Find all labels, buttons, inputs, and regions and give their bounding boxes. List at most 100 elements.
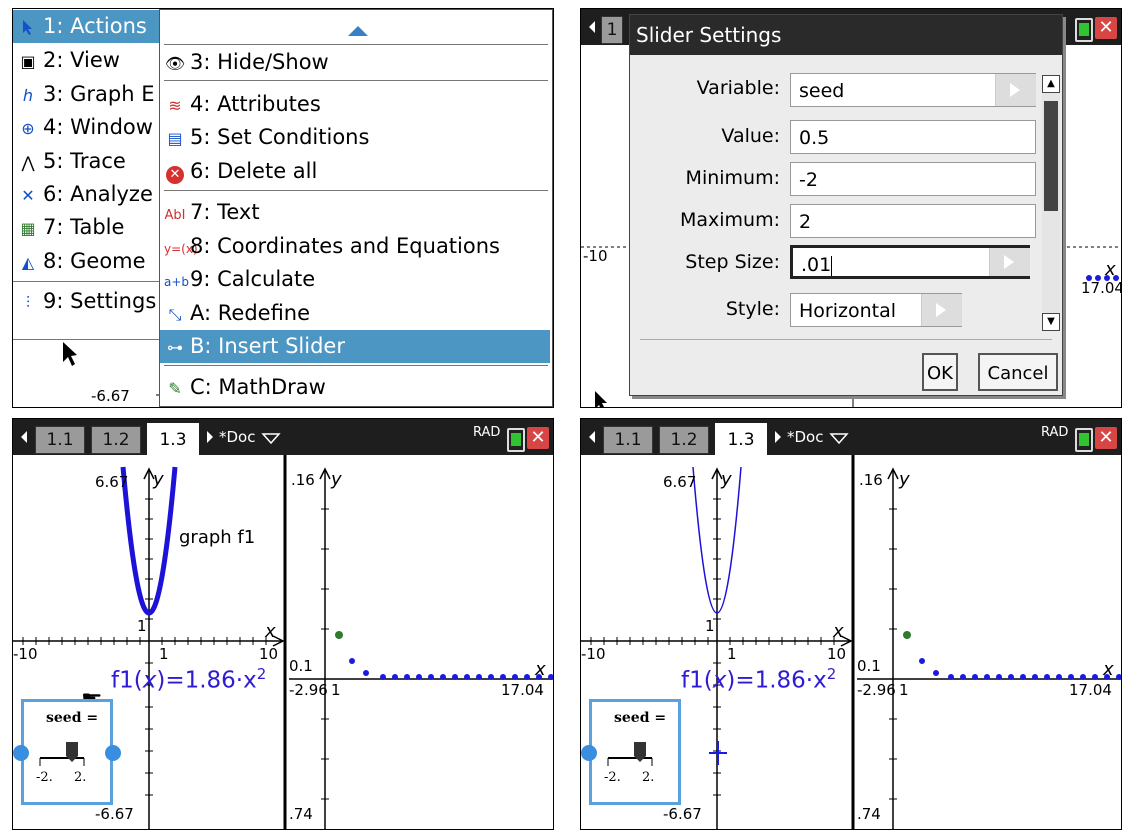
menu-separator bbox=[13, 281, 161, 282]
tab-left-arrow-icon[interactable] bbox=[13, 419, 35, 455]
battery-icon bbox=[1075, 18, 1093, 42]
doc-name[interactable]: *Doc bbox=[219, 428, 256, 446]
redefine-icon: ⤡ bbox=[168, 305, 182, 324]
right-y-min-label: .74 bbox=[289, 805, 313, 823]
value-field[interactable]: 0.5 bbox=[790, 120, 1036, 154]
graph-label: graph f1 bbox=[179, 527, 256, 548]
menu-item-set-conditions[interactable]: ▤ 5: Set Conditions bbox=[160, 121, 369, 154]
value-label: Value: bbox=[721, 125, 780, 147]
close-icon[interactable]: ✕ bbox=[527, 427, 549, 449]
analyze-icon: ✕ bbox=[21, 186, 35, 205]
scroll-up-arrow-icon[interactable]: ▲ bbox=[1042, 75, 1060, 93]
slider-resize-handle-left[interactable] bbox=[581, 745, 597, 761]
tab-right-arrow-icon[interactable] bbox=[581, 419, 791, 455]
style-select[interactable]: Horizontal bbox=[790, 293, 962, 327]
pointer-icon bbox=[17, 11, 39, 44]
dialog-scrollbar[interactable]: ▲ ▼ bbox=[1042, 75, 1060, 331]
close-icon[interactable]: ✕ bbox=[1095, 17, 1117, 39]
x-axis-label: x bbox=[265, 621, 276, 642]
close-icon[interactable]: ✕ bbox=[1095, 427, 1117, 449]
tab-1-2[interactable]: 1.2 bbox=[91, 426, 141, 454]
menu-item-graph-entry[interactable]: ℎ 3: Graph E bbox=[13, 78, 155, 111]
style-dropdown-button[interactable] bbox=[921, 294, 962, 326]
seed-slider[interactable]: seed = -2. 2. bbox=[589, 699, 681, 805]
right-x-max-label: 17.04 bbox=[1069, 681, 1112, 699]
menu-item-view[interactable]: ▣ 2: View bbox=[13, 44, 120, 77]
seed-slider[interactable]: seed = -2. 2. bbox=[21, 699, 113, 805]
menu-item-coordinates[interactable]: y=(x)8: Coordinates and Equations bbox=[160, 230, 500, 263]
menu-item-settings[interactable]: ⫶ 9: Settings bbox=[13, 285, 156, 318]
menu-item-table[interactable]: ▦ 7: Table bbox=[13, 211, 124, 244]
slider-resize-handle-right[interactable] bbox=[105, 745, 121, 761]
step-size-field[interactable]: .01 bbox=[790, 245, 1030, 279]
tab-left-arrow-icon[interactable] bbox=[581, 419, 603, 455]
x-min-label: -10 bbox=[13, 645, 38, 663]
menu-item-calculate[interactable]: a+b9: Calculate bbox=[160, 263, 315, 296]
tab-1-2[interactable]: 1.2 bbox=[659, 426, 709, 454]
graph-left-canvas bbox=[581, 455, 1121, 829]
graph-left-canvas bbox=[13, 455, 553, 829]
step-size-label: Step Size: bbox=[685, 251, 780, 273]
menu-item-actions[interactable]: 1: Actions bbox=[13, 10, 159, 43]
doc-dropdown-icon[interactable] bbox=[13, 419, 313, 455]
tab-1[interactable]: 1 bbox=[601, 16, 623, 44]
menu-item-trace[interactable]: ⋀ 5: Trace bbox=[13, 145, 125, 178]
function-label[interactable]: f1(x)=1.86·x2 bbox=[681, 665, 837, 694]
tab-left-arrow-icon[interactable] bbox=[581, 9, 621, 45]
text-caret bbox=[831, 255, 833, 276]
menu-item-geometry[interactable]: ◭ 8: Geome bbox=[13, 245, 146, 278]
menu-item-hide-show[interactable]: 👁 3: Hide/Show bbox=[160, 46, 329, 79]
tab-1-3[interactable]: 1.3 bbox=[715, 423, 767, 457]
menu-item-window[interactable]: ⊕ 4: Window bbox=[13, 111, 153, 144]
text-icon: AbI bbox=[164, 208, 186, 223]
panel-graphs-1: 1.1 1.2 1.3 *Doc RAD ✕ bbox=[12, 418, 554, 830]
maximum-field[interactable]: 2 bbox=[790, 204, 1036, 238]
actions-submenu: 👁 3: Hide/Show ≋ 4: Attributes ▤ 5: Set Con… bbox=[159, 9, 553, 407]
cancel-button[interactable]: Cancel bbox=[978, 353, 1058, 391]
y-min-label: -6.67 bbox=[95, 805, 134, 823]
menu-item-attributes[interactable]: ≋ 4: Attributes bbox=[160, 88, 320, 121]
doc-name[interactable]: *Doc bbox=[787, 428, 824, 446]
tab-right-arrow-icon[interactable] bbox=[13, 419, 223, 455]
conditions-icon: ▤ bbox=[167, 129, 183, 148]
right-x-min-label: -2.96 bbox=[857, 681, 896, 699]
menu-item-text[interactable]: AbI 7: Text bbox=[160, 196, 260, 229]
mathdraw-icon: ✎ bbox=[168, 379, 182, 398]
eye-icon: 👁 bbox=[164, 54, 186, 73]
tab-1-1[interactable]: 1.1 bbox=[35, 426, 85, 454]
doc-dropdown-icon[interactable] bbox=[581, 419, 881, 455]
window-zoom-icon: ⊕ bbox=[21, 119, 35, 138]
variable-dropdown-button[interactable] bbox=[995, 74, 1036, 106]
ok-button[interactable]: OK bbox=[922, 353, 958, 391]
right-x-tick-label: 1 bbox=[331, 681, 341, 699]
minimum-field[interactable]: -2 bbox=[790, 162, 1036, 196]
slider-track[interactable] bbox=[592, 702, 684, 808]
right-y-max-label: .16 bbox=[291, 471, 315, 489]
bg-x-max-label: 17.04 bbox=[1081, 279, 1122, 297]
panel-actions-menu: -6.67 1: Actions ▣ 2: View ℎ 3: Graph E ⊕ 4… bbox=[12, 8, 554, 408]
scroll-up-icon[interactable] bbox=[160, 10, 552, 44]
tab-1-3[interactable]: 1.3 bbox=[147, 423, 199, 457]
menu-item-redefine[interactable]: ⤡ A: Redefine bbox=[160, 297, 310, 330]
settings-icon: ⫶ bbox=[25, 293, 30, 312]
x-tick-label: 1 bbox=[727, 645, 737, 663]
variable-field[interactable]: seed bbox=[790, 73, 1036, 107]
step-dropdown-button[interactable] bbox=[989, 248, 1030, 276]
doc-toolbar: 1.1 1.2 1.3 *Doc RAD ✕ bbox=[13, 419, 553, 457]
menu-item-delete-all[interactable]: ✕ 6: Delete all bbox=[160, 155, 317, 188]
scroll-thumb[interactable] bbox=[1044, 101, 1058, 211]
slider-resize-handle-left[interactable] bbox=[13, 745, 29, 761]
slider-variable-name: seed bbox=[46, 710, 82, 726]
slider-track[interactable] bbox=[24, 702, 116, 808]
menu-item-analyze[interactable]: ✕ 6: Analyze bbox=[13, 178, 153, 211]
tab-1-1[interactable]: 1.1 bbox=[603, 426, 653, 454]
slider-min-label: -2. bbox=[36, 770, 53, 785]
x-max-label: 10 bbox=[259, 645, 279, 663]
right-y-axis-label: y bbox=[899, 469, 910, 490]
scroll-down-arrow-icon[interactable]: ▼ bbox=[1042, 313, 1060, 331]
function-label[interactable]: f1(x)=1.86·x2 bbox=[111, 665, 267, 694]
menu-item-insert-slider[interactable]: ⊶ B: Insert Slider bbox=[160, 330, 550, 363]
angle-mode: RAD bbox=[1041, 425, 1069, 440]
right-y-min-label: .74 bbox=[857, 805, 881, 823]
menu-item-mathdraw[interactable]: ✎ C: MathDraw bbox=[160, 371, 326, 404]
